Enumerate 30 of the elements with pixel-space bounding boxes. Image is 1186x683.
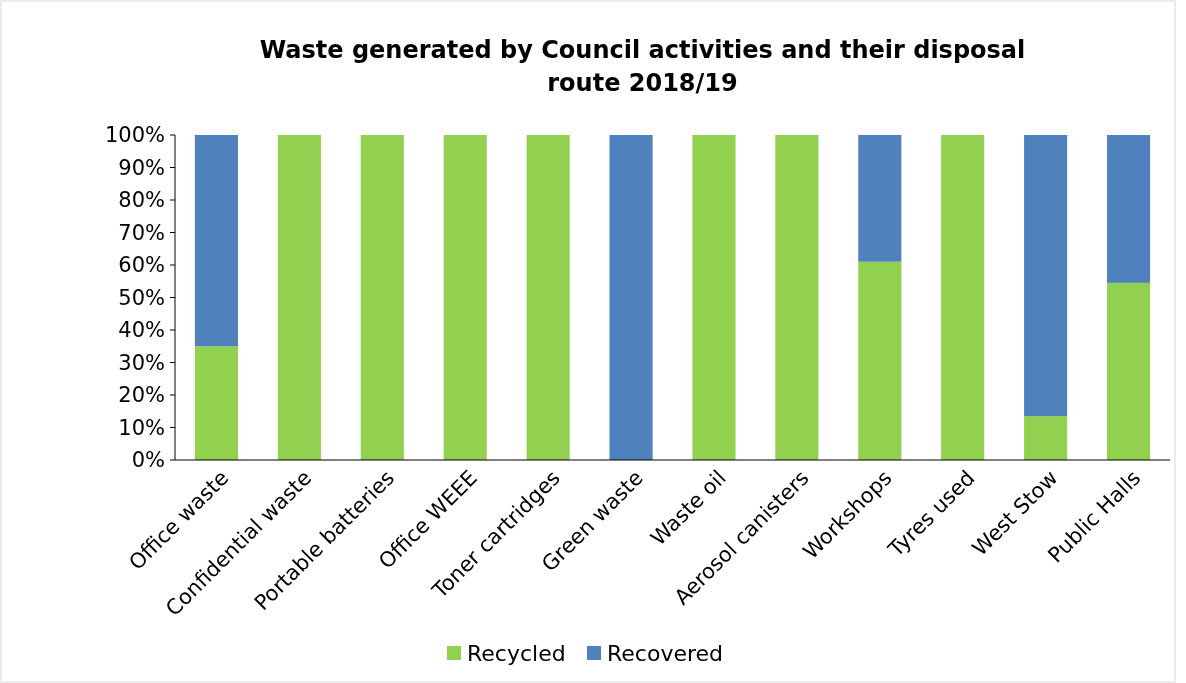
bar <box>526 135 570 460</box>
bar <box>1024 416 1068 460</box>
bar <box>609 135 653 460</box>
bar <box>858 261 902 460</box>
bar <box>277 135 321 460</box>
y-tick-label: 20% <box>118 383 165 408</box>
bar <box>1106 135 1151 283</box>
y-tick-label: 0% <box>131 448 165 473</box>
bar <box>443 135 487 460</box>
y-tick-label: 40% <box>118 318 165 343</box>
y-tick-label: 90% <box>118 155 165 180</box>
y-tick-label: 70% <box>118 220 165 245</box>
bar <box>360 135 404 460</box>
bar <box>1024 135 1068 417</box>
bar <box>194 346 239 460</box>
y-tick-label: 60% <box>118 253 165 278</box>
bar <box>775 135 819 460</box>
bar <box>941 135 985 460</box>
y-tick-label: 50% <box>118 285 165 310</box>
y-tick-label: 30% <box>118 350 165 375</box>
legend-label: Recovered <box>607 640 724 666</box>
legend-label: Recycled <box>467 640 566 666</box>
y-tick-label: 80% <box>118 188 165 213</box>
bar <box>858 135 902 262</box>
y-tick-label: 100% <box>104 123 165 148</box>
y-tick-label: 10% <box>118 415 165 440</box>
bar <box>1106 282 1151 460</box>
bar <box>692 135 736 460</box>
bar <box>194 135 239 347</box>
chart-title: Waste generated by Council activities and their disposal route 2018/19 <box>259 36 1026 97</box>
